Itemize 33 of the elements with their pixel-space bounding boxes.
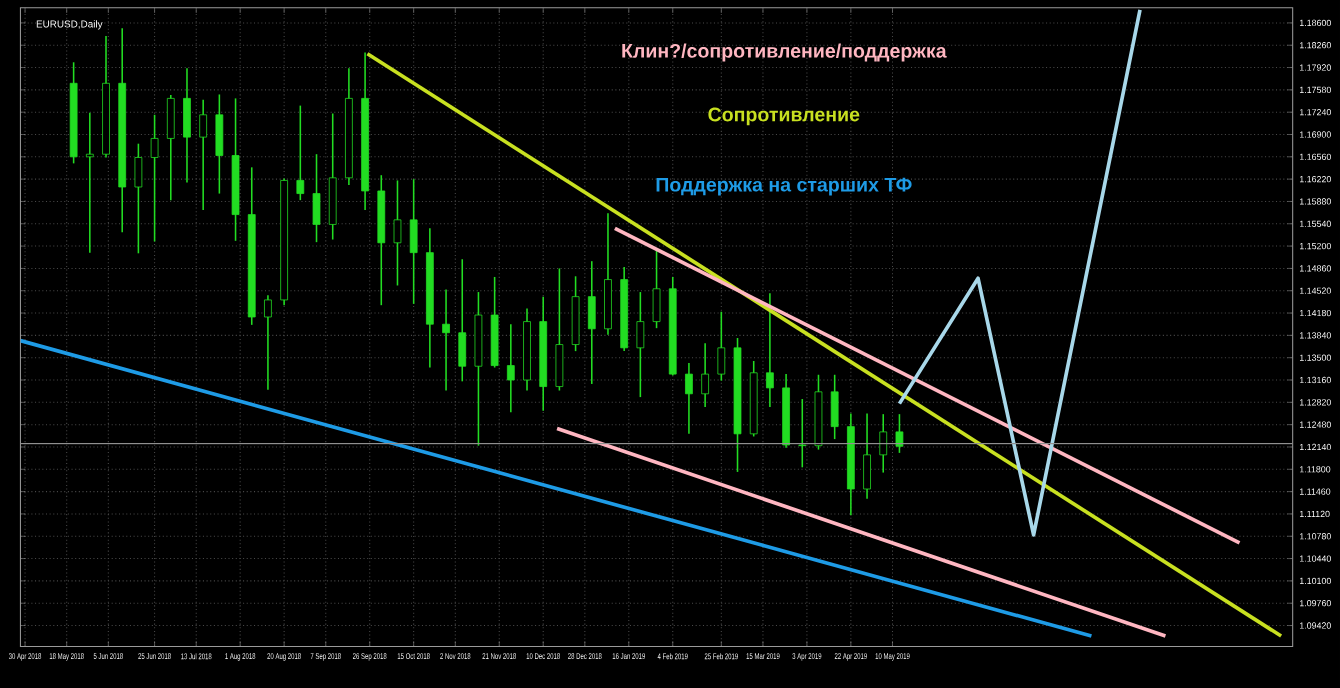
candlestick — [830, 373, 839, 440]
candlestick — [166, 94, 175, 201]
candlestick — [879, 413, 888, 474]
candlestick — [685, 362, 693, 435]
candlestick — [409, 178, 418, 305]
annotation: Клин?/сопротивление/поддержка — [622, 43, 947, 62]
candlestick — [393, 179, 402, 287]
candlestick — [701, 342, 709, 408]
candlestick — [183, 67, 191, 184]
candlestick — [587, 260, 596, 385]
candlestick — [458, 258, 467, 382]
candlestick — [199, 98, 208, 211]
candlestick — [150, 113, 159, 243]
candlestick — [85, 111, 94, 254]
candlestick — [895, 413, 904, 454]
candlestick — [863, 412, 871, 500]
candlestick — [312, 153, 321, 243]
candlestick — [328, 112, 337, 241]
candlestick — [571, 275, 580, 352]
candlestick — [264, 294, 272, 391]
annotation: Сопротивление — [708, 107, 860, 126]
candlestick — [134, 142, 143, 254]
annotation: Поддержка на старших ТФ — [656, 177, 912, 196]
candlestick — [766, 292, 774, 408]
candlestick — [798, 398, 807, 468]
candlestick — [636, 291, 645, 398]
candlestick — [442, 288, 450, 392]
candlestick — [506, 323, 515, 413]
candlestick — [296, 104, 305, 201]
candlestick — [555, 267, 564, 392]
candlestick — [652, 249, 661, 329]
candlestick — [717, 310, 726, 382]
candlestick — [215, 93, 224, 195]
